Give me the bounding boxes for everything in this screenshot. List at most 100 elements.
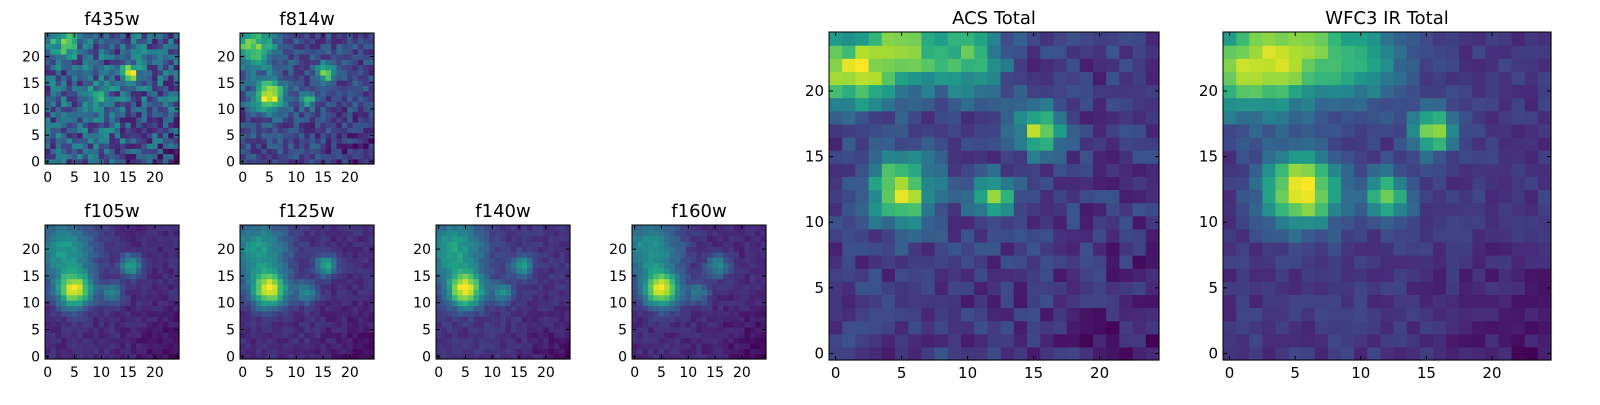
heatmap-cell [1067, 176, 1081, 190]
heatmap-cell [45, 279, 51, 285]
heatmap-cell [1433, 229, 1447, 243]
heatmap-cell [45, 138, 51, 144]
heatmap-cell [1080, 216, 1094, 230]
heatmap-cell [1315, 308, 1329, 322]
heatmap-cell [77, 289, 83, 295]
heatmap-cell [734, 305, 740, 311]
heatmap-cell [728, 327, 734, 333]
heatmap-cell [56, 38, 62, 44]
heatmap-cell [1106, 124, 1120, 138]
heatmap-cell [115, 96, 121, 102]
heatmap-cell [77, 138, 83, 144]
heatmap-cell [147, 112, 153, 118]
heatmap-cell [336, 332, 342, 338]
heatmap-cell [288, 154, 294, 160]
heatmap-cell [921, 216, 935, 230]
heatmap-cell [702, 300, 708, 306]
heatmap-cell [88, 230, 94, 236]
heatmap-cell [1472, 189, 1486, 203]
heatmap-cell [974, 137, 988, 151]
heatmap-cell [50, 70, 56, 76]
y-tick-label: 10 [217, 102, 235, 118]
heatmap-cell [1040, 84, 1054, 98]
heatmap-cell [261, 96, 267, 102]
heatmap-cell [168, 59, 174, 65]
heatmap-cell [245, 257, 251, 263]
heatmap-cell [168, 143, 174, 149]
heatmap-cell [516, 257, 522, 263]
heatmap-cell [447, 327, 453, 333]
heatmap-cell [1027, 189, 1041, 203]
heatmap-cell [288, 257, 294, 263]
heatmap-cell [908, 45, 922, 59]
heatmap-cell [702, 311, 708, 317]
heatmap-cell [1433, 334, 1447, 348]
heatmap-cell [50, 305, 56, 311]
heatmap-cell [315, 38, 321, 44]
heatmap-cell [452, 284, 458, 290]
heatmap-cell [855, 216, 869, 230]
heatmap-cell [1146, 98, 1160, 112]
heatmap-cell [261, 241, 267, 247]
heatmap-cell [294, 321, 300, 327]
heatmap-cell [855, 137, 869, 151]
heatmap-cell [1040, 111, 1054, 125]
heatmap-cell [245, 300, 251, 306]
heatmap-cell [245, 49, 251, 55]
heatmap-cell [1067, 163, 1081, 177]
heatmap-cell [447, 246, 453, 252]
heatmap-cell [921, 347, 935, 361]
heatmap-cell [855, 71, 869, 85]
heatmap-cell [320, 49, 326, 55]
heatmap-cell [908, 98, 922, 112]
heatmap-cell [511, 246, 517, 252]
heatmap-cell [723, 225, 729, 231]
heatmap-cell [1014, 229, 1028, 243]
heatmap-cell [702, 284, 708, 290]
heatmap-cell [158, 268, 164, 274]
heatmap-cell [61, 263, 67, 269]
heatmap-cell [490, 236, 496, 242]
heatmap-cell [363, 316, 369, 322]
heatmap-cell [245, 70, 251, 76]
heatmap-cell [637, 252, 643, 258]
heatmap-cell [739, 236, 745, 242]
heatmap-cell [158, 122, 164, 128]
heatmap-cell [50, 138, 56, 144]
heatmap-cell [664, 246, 670, 252]
heatmap-cell [152, 127, 158, 133]
heatmap-cell [516, 230, 522, 236]
heatmap-cell [256, 33, 262, 39]
heatmap-cell [245, 252, 251, 258]
heatmap-cell [104, 230, 110, 236]
heatmap-cell [675, 311, 681, 317]
heatmap-cell [272, 289, 278, 295]
heatmap-cell [855, 45, 869, 59]
heatmap-cell [283, 343, 289, 349]
heatmap-cell [125, 112, 131, 118]
heatmap-cell [83, 236, 89, 242]
heatmap-cell [353, 143, 359, 149]
heatmap-cell [331, 284, 337, 290]
heatmap-cell [50, 112, 56, 118]
heatmap-cell [745, 268, 751, 274]
heatmap-cell [436, 289, 442, 295]
heatmap-cell [320, 96, 326, 102]
heatmap-cell [99, 257, 105, 263]
heatmap-cell [77, 133, 83, 139]
heatmap-cell [659, 295, 665, 301]
heatmap-cell [294, 138, 300, 144]
heatmap-cell [61, 127, 67, 133]
y-tick-label: 15 [609, 269, 627, 285]
heatmap-cell [686, 338, 692, 344]
heatmap-cell [637, 284, 643, 290]
heatmap-cell [559, 284, 565, 290]
heatmap-cell [99, 289, 105, 295]
heatmap-cell [696, 263, 702, 269]
heatmap-cell [109, 33, 115, 39]
heatmap-cell [1354, 229, 1368, 243]
heatmap-cell [256, 241, 262, 247]
heatmap-cell [99, 138, 105, 144]
heatmap-cell [256, 54, 262, 60]
heatmap-cell [168, 311, 174, 317]
